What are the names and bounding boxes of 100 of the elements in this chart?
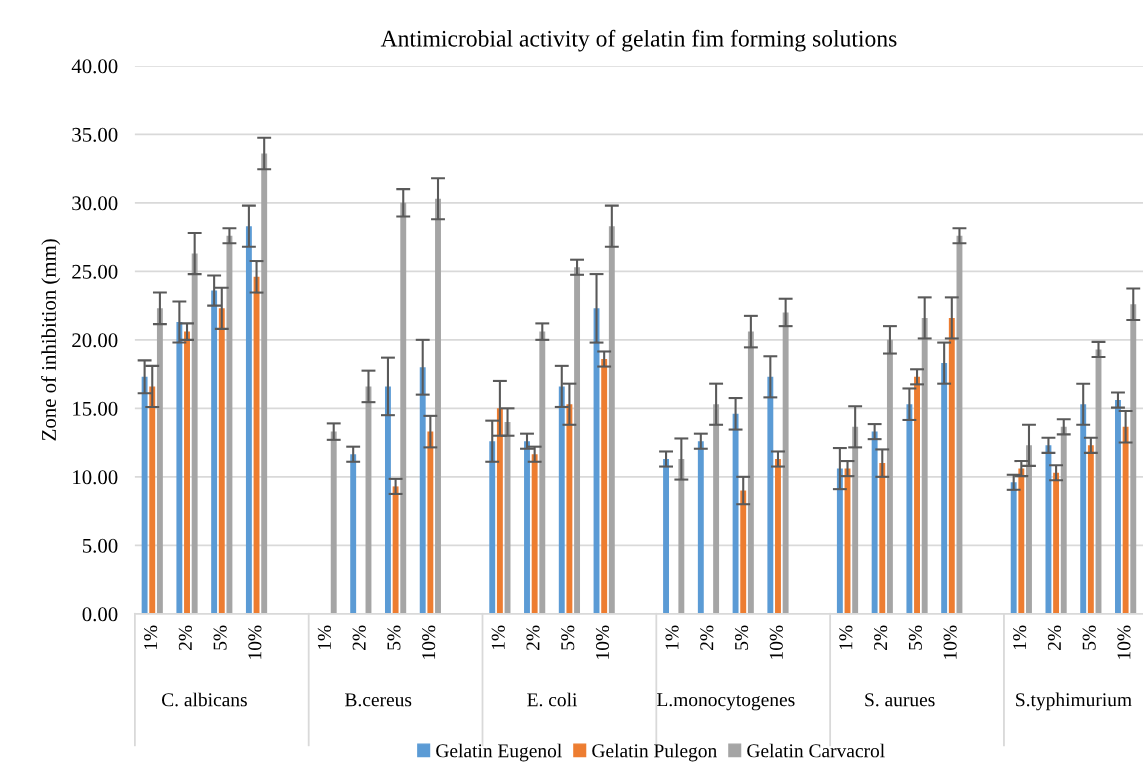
bar (558, 386, 565, 614)
x-tick-label: 2% (526, 625, 540, 650)
bar (956, 235, 963, 614)
x-tick-label: 1% (839, 625, 853, 650)
bar (767, 376, 774, 614)
bar (531, 454, 538, 614)
bar (384, 386, 391, 614)
x-tick-label: 5% (1082, 625, 1096, 650)
x-tick-label: 10% (248, 625, 262, 659)
x-tick-label: 1% (665, 625, 679, 650)
bar (496, 408, 503, 614)
text: C. albicans (162, 692, 247, 707)
text: E. coli (527, 692, 578, 707)
bar (211, 290, 218, 614)
bar (156, 308, 163, 614)
x-tick-label: 2% (700, 625, 714, 650)
text: S.typhimurium (1016, 692, 1132, 711)
bar (1018, 468, 1025, 614)
bar (574, 267, 581, 614)
x-tick-label: 2% (352, 625, 366, 650)
bar (601, 359, 608, 614)
bar (906, 404, 913, 614)
bar (435, 198, 441, 614)
bar (141, 376, 148, 614)
bar (1045, 445, 1052, 614)
bar (1087, 445, 1094, 614)
y-tick-label: 40.00 (71, 59, 118, 74)
bar (713, 404, 720, 614)
x-tick-label: 1% (144, 625, 158, 650)
bar (879, 463, 886, 614)
bar (782, 312, 789, 614)
x-tick-label: 5% (734, 625, 749, 650)
bar (350, 454, 357, 614)
bar (775, 459, 781, 614)
bar (663, 459, 670, 614)
bar (427, 431, 434, 614)
y-tick-label: 25.00 (72, 264, 118, 279)
bar (1053, 472, 1060, 614)
bar (226, 235, 233, 614)
bar (419, 367, 426, 614)
y-tick-label: 10.00 (73, 470, 118, 485)
bar (524, 441, 530, 614)
y-tick-label: 5.00 (82, 538, 118, 553)
x-tick-label: 10% (595, 625, 610, 659)
bar (852, 426, 859, 614)
x-tick-label: 2% (874, 625, 888, 650)
bar (539, 331, 546, 614)
bar (732, 413, 739, 614)
bar (747, 331, 754, 614)
bar (245, 226, 252, 614)
bar (740, 490, 747, 614)
bar (191, 253, 198, 614)
bar (261, 153, 268, 614)
legend-label: Gelatin Carvacrol (747, 743, 885, 758)
bar (330, 431, 337, 614)
bar (489, 441, 496, 614)
x-tick-label: 5% (561, 625, 575, 650)
bar (948, 317, 955, 614)
bar (400, 202, 407, 614)
x-tick-label: 10% (422, 625, 436, 659)
x-tick-label: 5% (908, 625, 922, 650)
legend-label: Gelatin Pulegon (592, 743, 717, 762)
legend-label: Gelatin Eugenol (436, 743, 562, 762)
bar (1026, 445, 1032, 614)
x-tick-label: 10% (1117, 625, 1131, 659)
bar (566, 404, 573, 614)
bar (921, 317, 928, 614)
x-tick-label: 10% (943, 625, 957, 659)
bar (608, 226, 615, 614)
bar (1130, 304, 1137, 614)
bar (1122, 426, 1129, 614)
bar (871, 431, 878, 614)
x-tick-label: 5% (387, 625, 401, 650)
text: B.cereus (345, 693, 412, 707)
bar (392, 486, 399, 614)
x-tick-label: 1% (491, 625, 505, 650)
bar (149, 386, 156, 614)
text: S. aurues (865, 693, 935, 707)
bar (1060, 426, 1067, 614)
x-tick-label: 5% (213, 625, 227, 650)
bar (836, 468, 843, 614)
x-tick-label: 2% (178, 625, 192, 650)
bar (697, 441, 704, 614)
bar (914, 376, 920, 614)
text: L.monocytogenes (657, 693, 795, 711)
y-tick-label: 15.00 (73, 401, 118, 416)
y-tick-label: 30.00 (72, 196, 118, 211)
bar (1010, 482, 1017, 614)
bar (886, 339, 893, 614)
bar (184, 331, 190, 614)
x-tick-label: 1% (1013, 625, 1027, 650)
x-tick-label: 1% (317, 625, 331, 650)
bar (176, 322, 183, 614)
y-tick-label: 35.00 (72, 127, 118, 142)
x-tick-label: 2% (1047, 625, 1062, 650)
bar (1080, 404, 1087, 614)
bar (941, 363, 948, 614)
bar (678, 459, 685, 614)
y-axis-title: Zone of inhibition (mm) (41, 239, 61, 441)
x-tick-label: 10% (769, 625, 783, 659)
